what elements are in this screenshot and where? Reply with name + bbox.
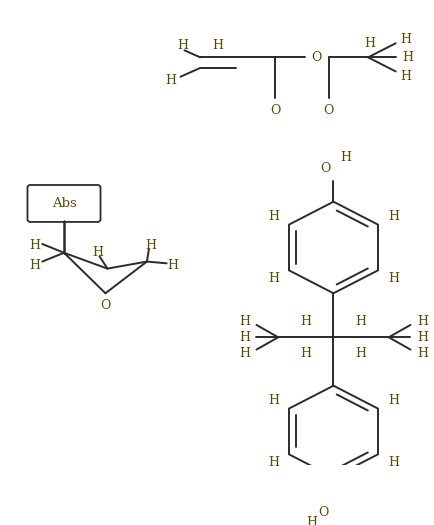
Text: H: H: [402, 51, 413, 64]
Text: H: H: [268, 394, 279, 407]
Text: H: H: [239, 315, 250, 328]
Text: H: H: [306, 517, 317, 525]
Text: H: H: [388, 456, 399, 469]
Text: O: O: [319, 506, 329, 519]
Text: H: H: [268, 272, 279, 285]
Text: H: H: [239, 331, 250, 344]
Text: H: H: [29, 259, 40, 271]
Text: H: H: [388, 272, 399, 285]
Text: H: H: [268, 456, 279, 469]
Text: H: H: [239, 346, 250, 360]
Text: H: H: [388, 210, 399, 223]
Text: O: O: [320, 162, 331, 175]
Text: H: H: [340, 151, 351, 164]
Text: H: H: [417, 331, 428, 344]
Text: O: O: [312, 51, 322, 64]
Text: H: H: [145, 239, 156, 252]
Text: H: H: [417, 346, 428, 360]
Text: H: H: [400, 70, 411, 83]
FancyBboxPatch shape: [27, 185, 101, 222]
Text: O: O: [100, 299, 111, 312]
Text: H: H: [300, 315, 311, 328]
Text: Abs: Abs: [52, 197, 76, 210]
Text: H: H: [388, 394, 399, 407]
Text: H: H: [355, 346, 367, 360]
Text: H: H: [268, 210, 279, 223]
Text: H: H: [355, 315, 367, 328]
Text: H: H: [400, 33, 411, 46]
Text: H: H: [177, 38, 188, 51]
Text: O: O: [323, 103, 334, 117]
Text: H: H: [165, 74, 176, 87]
Text: O: O: [270, 103, 280, 117]
Text: H: H: [213, 38, 224, 51]
Text: H: H: [417, 315, 428, 328]
Text: H: H: [92, 246, 103, 259]
Text: H: H: [29, 239, 40, 252]
Text: H: H: [365, 37, 375, 50]
Text: H: H: [167, 259, 178, 271]
Text: H: H: [300, 346, 311, 360]
